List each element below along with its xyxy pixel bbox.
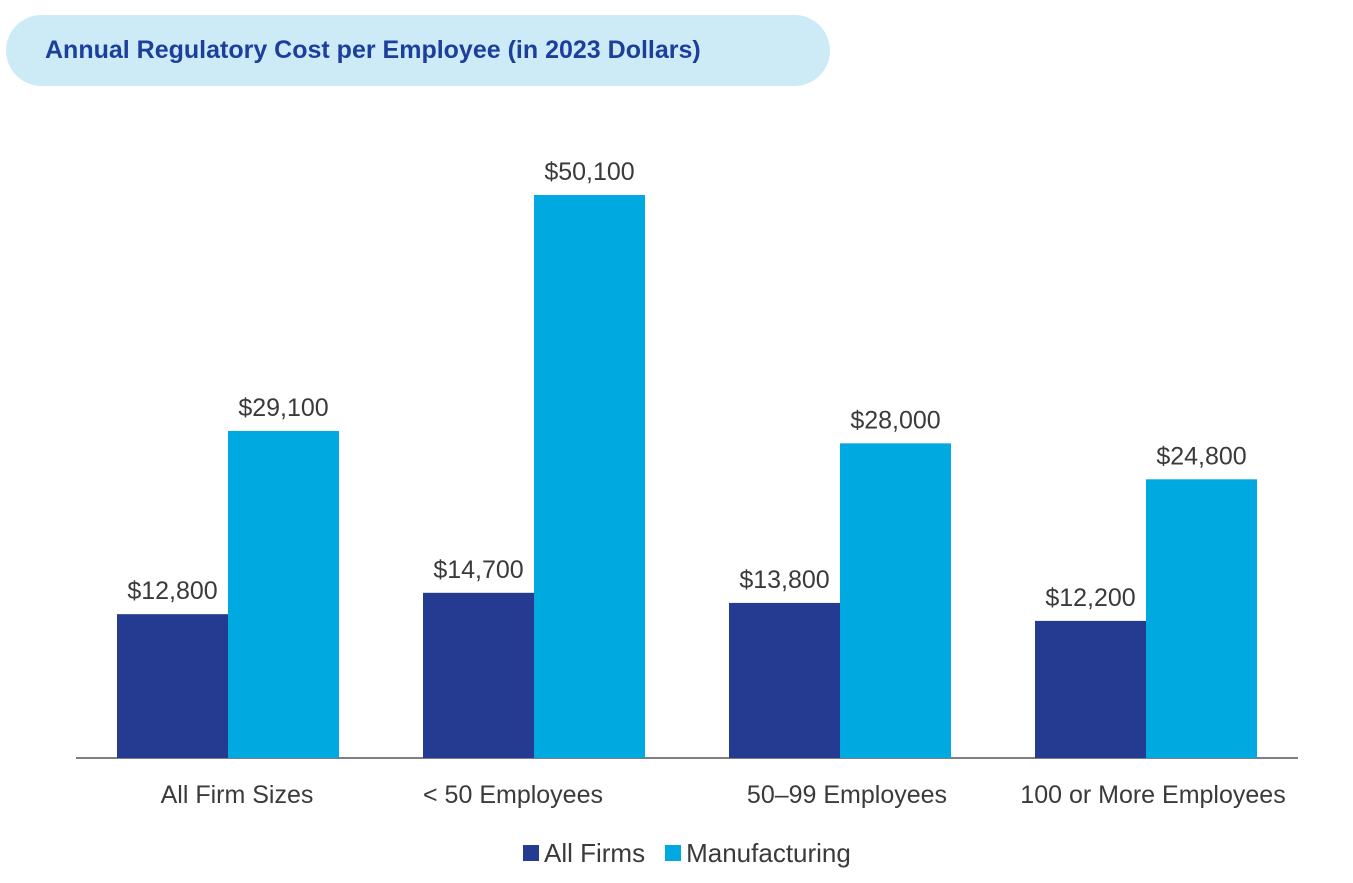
x-tick-label: 100 or More Employees xyxy=(1020,781,1285,809)
data-label-all-firms: $13,800 xyxy=(739,566,829,594)
chart-legend: All Firms Manufacturing xyxy=(523,838,871,868)
data-label-all-firms: $12,200 xyxy=(1045,584,1135,612)
bar-manufacturing xyxy=(840,443,951,758)
data-label-manufacturing: $24,800 xyxy=(1156,442,1246,470)
data-label-all-firms: $12,800 xyxy=(127,577,217,605)
data-label-manufacturing: $29,100 xyxy=(238,394,328,422)
x-tick-label: All Firm Sizes xyxy=(161,781,314,809)
bar-all-firms xyxy=(117,614,228,758)
x-tick-label: 50–99 Employees xyxy=(747,781,947,809)
legend-swatch-all-firms xyxy=(523,845,539,861)
legend-label-all-firms: All Firms xyxy=(544,837,646,868)
legend-swatch-manufacturing xyxy=(665,845,682,861)
data-label-manufacturing: $28,000 xyxy=(850,406,940,434)
chart-title-banner: Annual Regulatory Cost per Employee (in … xyxy=(6,15,830,86)
legend-item-all-firms: All Firms xyxy=(523,838,645,869)
bar-manufacturing xyxy=(1146,479,1257,758)
data-label-manufacturing: $50,100 xyxy=(544,158,634,186)
chart-title: Annual Regulatory Cost per Employee (in … xyxy=(45,36,701,64)
bar-manufacturing xyxy=(228,430,339,758)
data-label-all-firms: $14,700 xyxy=(433,556,523,584)
bar-manufacturing xyxy=(534,195,645,758)
legend-item-manufacturing: Manufacturing xyxy=(665,838,851,869)
legend-label-manufacturing: Manufacturing xyxy=(686,837,851,868)
bar-all-firms xyxy=(423,592,534,758)
x-tick-label: < 50 Employees xyxy=(423,781,603,809)
bar-all-firms xyxy=(729,602,840,758)
bar-all-firms xyxy=(1035,620,1146,758)
